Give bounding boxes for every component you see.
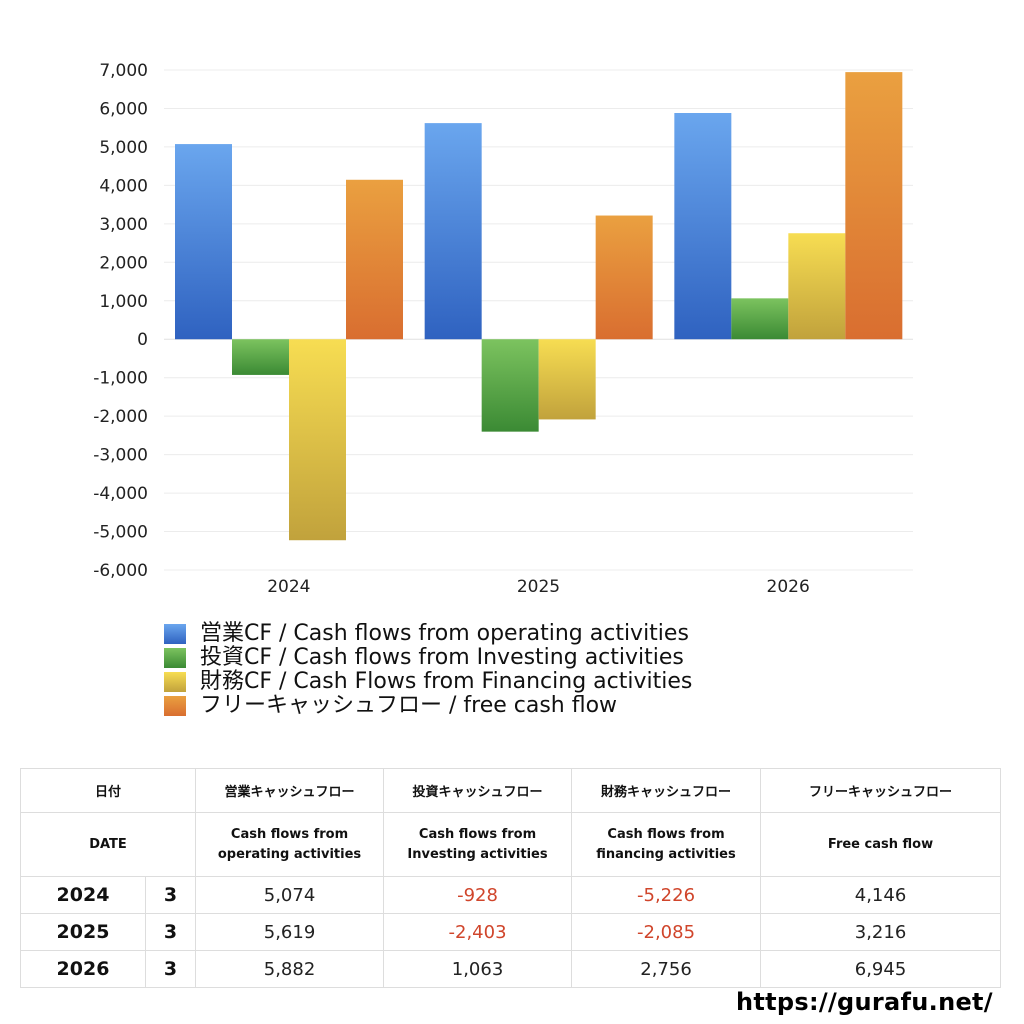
legend-swatch-free-cash-flow: [164, 696, 186, 716]
cell-free-cash-flow: 3,216: [760, 913, 1002, 951]
y-tick-label: 0: [137, 330, 148, 350]
legend-item-free-cash-flow: フリーキャッシュフロー / free cash flow: [164, 694, 692, 718]
bar-investing-2025: [481, 339, 539, 432]
cash-flow-table: 日付 営業キャッシュフロー 投資キャッシュフロー 財務キャッシュフロー フリーキ…: [19, 768, 1002, 988]
bar-investing-2024: [232, 339, 289, 375]
bar-operating-2025: [424, 123, 482, 340]
bar-free-cash-flow-2026: [845, 72, 903, 340]
header-operating-jp: 営業キャッシュフロー: [195, 768, 385, 813]
x-tick-label: 2025: [517, 577, 560, 597]
cell-free-cash-flow: 6,945: [760, 950, 1002, 988]
cell-investing: 1,063: [383, 950, 573, 988]
cell-financing: 2,756: [571, 950, 762, 988]
header-investing-jp: 投資キャッシュフロー: [383, 768, 573, 813]
y-tick-label: -4,000: [93, 484, 148, 504]
legend-label-free-cash-flow: フリーキャッシュフロー / free cash flow: [200, 693, 618, 718]
y-tick-label: -1,000: [93, 369, 148, 389]
bar-free-cash-flow-2025: [595, 215, 653, 340]
legend-item-investing: 投資CF / Cash flows from Investing activit…: [164, 646, 692, 670]
header-free-cash-flow-en: Free cash flow: [760, 812, 1002, 877]
header-date-en: DATE: [19, 812, 197, 877]
bar-financing-2024: [289, 339, 346, 541]
bar-financing-2025: [538, 339, 596, 420]
y-tick-label: 4,000: [99, 176, 148, 196]
row-month: 3: [144, 913, 197, 951]
cell-investing: -928: [383, 876, 573, 914]
legend-label-financing: 財務CF / Cash Flows from Financing activit…: [200, 669, 693, 694]
y-tick-label: 7,000: [99, 61, 148, 81]
header-financing-en: Cash flows from financing activities: [571, 812, 762, 877]
table-row: 2026 3 5,882 1,063 2,756 6,945: [20, 950, 1002, 988]
row-year: 2026: [20, 950, 146, 988]
y-tick-label: 2,000: [99, 253, 148, 273]
site-url: https://gurafu.net/: [736, 988, 993, 1016]
legend-label-operating: 営業CF / Cash flows from operating activit…: [200, 621, 689, 646]
row-month: 3: [144, 876, 197, 914]
bar-operating-2024: [175, 144, 232, 340]
legend-item-operating: 営業CF / Cash flows from operating activit…: [164, 622, 692, 646]
legend-swatch-investing: [164, 648, 186, 668]
cash-flow-bar-chart: 7,000 6,000 5,000 4,000 3,000 2,000 1,000 0 -1,0…: [93, 61, 913, 597]
table-row: 2024 3 5,074 -928 -5,226 4,146: [20, 876, 1002, 914]
y-tick-label: -6,000: [93, 561, 148, 581]
cell-operating: 5,074: [195, 876, 385, 914]
y-tick-label: -3,000: [93, 446, 148, 466]
header-free-cash-flow-jp: フリーキャッシュフロー: [760, 768, 1002, 813]
y-tick-label: 6,000: [99, 99, 148, 119]
cell-financing: -5,226: [571, 876, 762, 914]
legend-swatch-financing: [164, 672, 186, 692]
x-tick-label: 2024: [267, 577, 310, 597]
bars: [175, 72, 903, 541]
cell-financing: -2,085: [571, 913, 762, 951]
row-month: 3: [144, 950, 197, 988]
row-year: 2024: [20, 876, 146, 914]
x-axis-tick-labels: 2024 2025 2026: [267, 577, 810, 597]
y-tick-label: -5,000: [93, 523, 148, 543]
x-tick-label: 2026: [767, 577, 810, 597]
y-tick-label: -2,000: [93, 407, 148, 427]
y-tick-label: 1,000: [99, 292, 148, 312]
y-tick-label: 3,000: [99, 215, 148, 235]
gridlines: [164, 69, 913, 571]
legend: 営業CF / Cash flows from operating activit…: [164, 622, 692, 718]
y-axis-tick-labels: 7,000 6,000 5,000 4,000 3,000 2,000 1,000 0 -1,0…: [93, 61, 148, 581]
legend-swatch-operating: [164, 624, 186, 644]
cell-operating: 5,882: [195, 950, 385, 988]
bar-financing-2026: [788, 233, 846, 340]
header-date-jp: 日付: [19, 768, 197, 813]
cell-investing: -2,403: [383, 913, 573, 951]
bar-operating-2026: [674, 113, 732, 340]
y-tick-label: 5,000: [99, 138, 148, 158]
table-row: 2025 3 5,619 -2,403 -2,085 3,216: [20, 913, 1002, 951]
table-header-row-en: DATE Cash flows from operating activities…: [19, 812, 1002, 877]
table-header-row-jp: 日付 営業キャッシュフロー 投資キャッシュフロー 財務キャッシュフロー フリーキ…: [19, 768, 1002, 813]
cell-free-cash-flow: 4,146: [760, 876, 1002, 914]
bar-free-cash-flow-2024: [346, 179, 403, 340]
header-financing-jp: 財務キャッシュフロー: [571, 768, 762, 813]
legend-item-financing: 財務CF / Cash Flows from Financing activit…: [164, 670, 692, 694]
header-investing-en: Cash flows from Investing activities: [383, 812, 573, 877]
row-year: 2025: [20, 913, 146, 951]
bar-investing-2026: [731, 298, 789, 340]
header-operating-en: Cash flows from operating activities: [195, 812, 385, 877]
legend-label-investing: 投資CF / Cash flows from Investing activit…: [200, 645, 684, 670]
cell-operating: 5,619: [195, 913, 385, 951]
